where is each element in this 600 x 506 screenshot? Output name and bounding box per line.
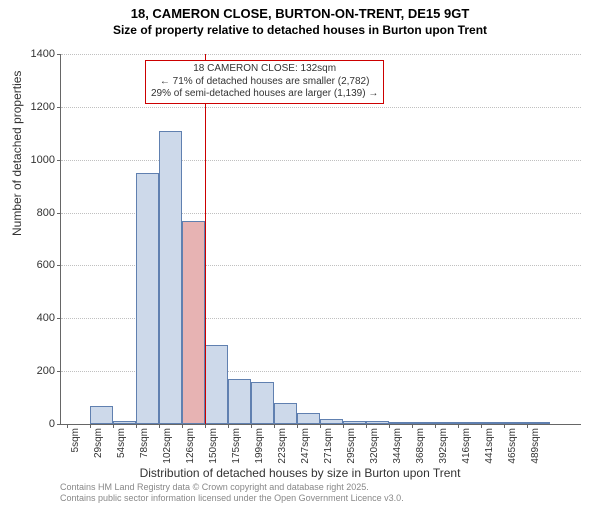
bar — [320, 419, 343, 424]
ytick-label: 800 — [15, 207, 55, 219]
xtick-label: 5sqm — [70, 428, 81, 452]
xtick-mark — [389, 424, 390, 428]
bar — [366, 421, 389, 424]
ytick-mark — [57, 265, 61, 266]
xtick-label: 416sqm — [461, 428, 472, 464]
bar — [435, 422, 458, 424]
xtick-mark — [136, 424, 137, 428]
ytick-label: 0 — [15, 418, 55, 430]
xtick-label: 344sqm — [392, 428, 403, 464]
page-title: 18, CAMERON CLOSE, BURTON-ON-TRENT, DE15… — [0, 6, 600, 21]
ytick-label: 1200 — [15, 101, 55, 113]
gridline — [61, 54, 581, 55]
x-axis-label: Distribution of detached houses by size … — [0, 466, 600, 480]
ytick-label: 1000 — [15, 154, 55, 166]
bar — [113, 421, 136, 424]
xtick-label: 465sqm — [507, 428, 518, 464]
bar — [251, 382, 274, 424]
xtick-mark — [297, 424, 298, 428]
bar — [274, 403, 297, 424]
xtick-label: 126sqm — [185, 428, 196, 464]
xtick-mark — [435, 424, 436, 428]
xtick-mark — [113, 424, 114, 428]
xtick-mark — [504, 424, 505, 428]
xtick-label: 223sqm — [277, 428, 288, 464]
ytick-mark — [57, 54, 61, 55]
bar — [297, 413, 320, 424]
xtick-mark — [366, 424, 367, 428]
bar — [389, 422, 412, 424]
xtick-label: 320sqm — [369, 428, 380, 464]
bar — [481, 422, 504, 424]
footer-attribution: Contains HM Land Registry data © Crown c… — [60, 482, 404, 504]
ytick-mark — [57, 107, 61, 108]
xtick-mark — [182, 424, 183, 428]
ytick-mark — [57, 213, 61, 214]
bar — [159, 131, 182, 424]
bar — [205, 345, 228, 424]
annotation-box: 18 CAMERON CLOSE: 132sqm ← 71% of detach… — [145, 60, 384, 104]
ytick-mark — [57, 160, 61, 161]
footer-line1: Contains HM Land Registry data © Crown c… — [60, 482, 404, 493]
bar — [458, 422, 481, 424]
bar — [343, 421, 366, 424]
gridline — [61, 160, 581, 161]
bar — [90, 406, 113, 425]
annotation-line1: ← 71% of detached houses are smaller (2,… — [151, 76, 378, 89]
xtick-mark — [481, 424, 482, 428]
xtick-mark — [458, 424, 459, 428]
ytick-label: 200 — [15, 365, 55, 377]
bar — [136, 173, 159, 424]
ytick-label: 400 — [15, 312, 55, 324]
ytick-label: 600 — [15, 259, 55, 271]
xtick-label: 150sqm — [208, 428, 219, 464]
xtick-label: 392sqm — [438, 428, 449, 464]
annotation-line2: 29% of semi-detached houses are larger (… — [151, 88, 378, 101]
xtick-label: 247sqm — [300, 428, 311, 464]
ytick-mark — [57, 318, 61, 319]
xtick-mark — [527, 424, 528, 428]
xtick-mark — [67, 424, 68, 428]
footer-line2: Contains public sector information licen… — [60, 493, 404, 504]
bar-highlighted — [182, 221, 205, 425]
ytick-mark — [57, 371, 61, 372]
xtick-label: 102sqm — [162, 428, 173, 464]
histogram-chart: 02004006008001000120014005sqm29sqm54sqm7… — [60, 54, 580, 424]
xtick-label: 295sqm — [346, 428, 357, 464]
xtick-label: 78sqm — [139, 428, 150, 458]
xtick-label: 441sqm — [484, 428, 495, 464]
xtick-mark — [274, 424, 275, 428]
gridline — [61, 107, 581, 108]
xtick-mark — [90, 424, 91, 428]
xtick-label: 271sqm — [323, 428, 334, 464]
xtick-label: 368sqm — [415, 428, 426, 464]
ytick-mark — [57, 424, 61, 425]
xtick-label: 29sqm — [93, 428, 104, 458]
xtick-label: 175sqm — [231, 428, 242, 464]
xtick-label: 199sqm — [254, 428, 265, 464]
xtick-label: 54sqm — [116, 428, 127, 458]
xtick-label: 489sqm — [530, 428, 541, 464]
annotation-title: 18 CAMERON CLOSE: 132sqm — [151, 63, 378, 76]
page-subtitle: Size of property relative to detached ho… — [0, 23, 600, 37]
xtick-mark — [251, 424, 252, 428]
xtick-mark — [320, 424, 321, 428]
xtick-mark — [205, 424, 206, 428]
bar — [527, 422, 550, 424]
ytick-label: 1400 — [15, 48, 55, 60]
xtick-mark — [343, 424, 344, 428]
xtick-mark — [412, 424, 413, 428]
reference-line — [205, 54, 206, 424]
xtick-mark — [228, 424, 229, 428]
bar — [412, 422, 435, 424]
plot-area: 02004006008001000120014005sqm29sqm54sqm7… — [60, 54, 581, 425]
xtick-mark — [159, 424, 160, 428]
bar — [504, 422, 527, 424]
bar — [228, 379, 251, 424]
